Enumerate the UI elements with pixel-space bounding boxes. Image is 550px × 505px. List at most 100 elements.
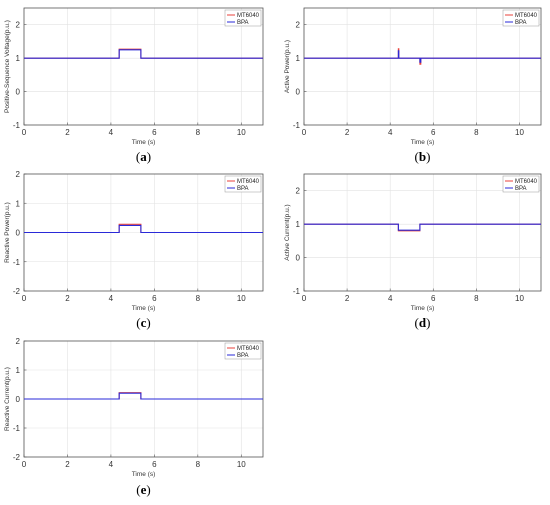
chart-panel-c: 0 2 4 6 8 10 -2 -1 0 1 2 Time (s) Reactive Power(p.u… bbox=[4, 170, 264, 330]
panel-letter: d bbox=[419, 315, 427, 330]
x-tick-label: 10 bbox=[237, 128, 246, 137]
x-tick-label: 2 bbox=[345, 294, 350, 303]
axes-frame bbox=[23, 7, 264, 126]
y-tick-label: -1 bbox=[293, 287, 301, 296]
legend-entry: BPA bbox=[237, 186, 249, 192]
y-tick-label: 0 bbox=[296, 88, 301, 97]
y-tick-label: -1 bbox=[293, 121, 301, 130]
legend-entry: BPA bbox=[515, 186, 527, 192]
x-tick-label: 10 bbox=[515, 128, 524, 137]
x-tick-label: 6 bbox=[152, 294, 157, 303]
y-tick-label: 1 bbox=[16, 199, 21, 208]
y-tick-label: 2 bbox=[16, 21, 21, 30]
panel-label: (e) bbox=[136, 482, 150, 497]
x-tick-label: 4 bbox=[109, 128, 114, 137]
x-tick-label: 2 bbox=[65, 294, 70, 303]
x-axis-label: Time (s) bbox=[411, 305, 435, 312]
y-tick-label: -1 bbox=[13, 258, 21, 267]
x-tick-label: 6 bbox=[431, 294, 436, 303]
y-tick-label: -2 bbox=[13, 453, 21, 462]
x-tick-label: 0 bbox=[22, 294, 27, 303]
x-tick-label: 10 bbox=[237, 294, 246, 303]
x-tick-label: 8 bbox=[196, 460, 201, 469]
y-tick-label: -1 bbox=[13, 121, 21, 130]
panel-letter: b bbox=[419, 149, 426, 164]
series-line-bpa bbox=[24, 49, 263, 59]
y-tick-label: 0 bbox=[16, 395, 21, 404]
x-tick-label: 0 bbox=[302, 294, 307, 303]
axes-frame bbox=[303, 7, 542, 126]
x-tick-label: 2 bbox=[345, 128, 350, 137]
legend-entry: BPA bbox=[237, 20, 249, 26]
legend-entry: MT6040 bbox=[237, 13, 260, 19]
y-tick-label: 1 bbox=[16, 54, 21, 63]
plot-area bbox=[304, 8, 541, 125]
x-tick-label: 0 bbox=[22, 460, 27, 469]
panel-letter: c bbox=[141, 315, 147, 330]
x-tick-label: 10 bbox=[515, 294, 524, 303]
panel-letter: e bbox=[141, 482, 147, 497]
x-tick-label: 4 bbox=[109, 460, 114, 469]
legend-entry: MT6040 bbox=[515, 13, 538, 19]
x-tick-label: 10 bbox=[237, 460, 246, 469]
x-tick-label: 4 bbox=[109, 294, 114, 303]
y-tick-label: 2 bbox=[16, 337, 21, 346]
y-tick-label: 0 bbox=[16, 229, 21, 238]
x-tick-label: 2 bbox=[65, 460, 70, 469]
legend-entry: MT6040 bbox=[237, 346, 260, 352]
x-tick-label: 4 bbox=[388, 128, 393, 137]
series-line-bpa bbox=[304, 50, 541, 63]
x-axis-label: Time (s) bbox=[411, 139, 435, 146]
y-axis-label: Active Power(p.u.) bbox=[284, 40, 291, 93]
x-tick-label: 8 bbox=[474, 294, 479, 303]
y-tick-label: -2 bbox=[13, 287, 21, 296]
y-tick-label: -1 bbox=[13, 424, 21, 433]
y-tick-label: 0 bbox=[296, 254, 301, 263]
y-tick-label: 1 bbox=[296, 220, 301, 229]
legend-entry: MT6040 bbox=[515, 179, 538, 185]
x-tick-label: 2 bbox=[65, 128, 70, 137]
x-tick-label: 0 bbox=[302, 128, 307, 137]
panel-label: (b) bbox=[415, 149, 431, 164]
y-tick-label: 2 bbox=[296, 21, 301, 30]
x-axis-label: Time (s) bbox=[132, 471, 156, 478]
plot-area bbox=[24, 8, 263, 125]
x-tick-label: 8 bbox=[196, 294, 201, 303]
y-axis-label: Active Current(p.u.) bbox=[284, 204, 291, 260]
y-tick-label: 0 bbox=[16, 88, 21, 97]
panel-letter: a bbox=[140, 149, 147, 164]
x-tick-label: 6 bbox=[152, 128, 157, 137]
axes-frame bbox=[303, 173, 542, 292]
legend-entry: MT6040 bbox=[237, 179, 260, 185]
series-line-bpa bbox=[24, 392, 263, 400]
y-tick-label: 1 bbox=[296, 54, 301, 63]
y-tick-label: 2 bbox=[16, 170, 21, 179]
series-line-bpa bbox=[24, 224, 263, 234]
x-tick-label: 6 bbox=[152, 460, 157, 469]
y-axis-label: Reactive Power(p.u.) bbox=[4, 202, 11, 263]
x-axis-label: Time (s) bbox=[132, 139, 156, 146]
y-tick-label: 1 bbox=[16, 366, 21, 375]
legend-entry: BPA bbox=[515, 20, 527, 26]
legend-entry: BPA bbox=[237, 353, 249, 359]
x-tick-label: 4 bbox=[388, 294, 393, 303]
panel-label: (c) bbox=[136, 315, 150, 330]
x-tick-label: 8 bbox=[196, 128, 201, 137]
x-tick-label: 0 bbox=[22, 128, 27, 137]
panel-label: (d) bbox=[415, 315, 431, 330]
plot-area bbox=[304, 174, 541, 291]
y-axis-label: Reactive Current(p.u.) bbox=[4, 367, 11, 431]
x-axis-label: Time (s) bbox=[132, 305, 156, 312]
y-tick-label: 2 bbox=[296, 187, 301, 196]
series-line-bpa bbox=[304, 223, 541, 231]
x-tick-label: 8 bbox=[474, 128, 479, 137]
